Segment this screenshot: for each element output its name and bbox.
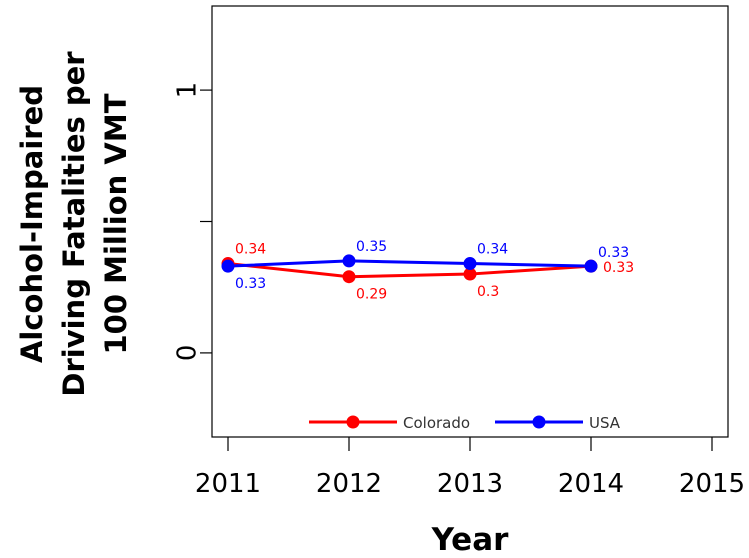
data-label-colorado: 0.3 bbox=[477, 284, 499, 300]
x-tick-label: 2014 bbox=[558, 469, 624, 499]
data-point-colorado bbox=[342, 270, 356, 284]
y-axis-title-line-1: Alcohol-Impaired bbox=[15, 85, 49, 363]
x-tick-label: 2015 bbox=[679, 469, 745, 499]
legend: Colorado USA bbox=[309, 414, 621, 432]
data-labels: 0.340.330.350.290.340.30.330.33 bbox=[235, 239, 634, 303]
legend-label-colorado: Colorado bbox=[403, 414, 470, 432]
axes: 2011 2012 2013 2014 2015 0 1 bbox=[173, 82, 746, 499]
series-points bbox=[221, 254, 598, 284]
legend-marker-usa bbox=[532, 415, 546, 429]
x-tick-label: 2013 bbox=[437, 469, 503, 499]
data-point-usa bbox=[342, 254, 356, 268]
y-tick-label: 1 bbox=[173, 82, 203, 99]
data-point-colorado bbox=[463, 267, 477, 281]
data-point-usa bbox=[221, 259, 235, 273]
x-axis-title: Year bbox=[431, 522, 510, 558]
legend-marker-colorado bbox=[346, 415, 360, 429]
series-line-usa bbox=[227, 259, 592, 268]
data-label-usa: 0.35 bbox=[356, 239, 387, 255]
data-label-usa: 0.34 bbox=[477, 242, 508, 258]
series-lines bbox=[227, 259, 592, 279]
y-axis-title-line-3: 100 Million VMT bbox=[99, 93, 133, 354]
plot-frame bbox=[211, 5, 729, 438]
data-label-usa: 0.33 bbox=[235, 276, 266, 292]
data-point-usa bbox=[584, 259, 598, 273]
y-axis-title-line-2: Driving Fatalities per bbox=[57, 51, 91, 397]
x-tick-label: 2012 bbox=[316, 469, 382, 499]
data-point-usa bbox=[463, 257, 477, 271]
legend-label-usa: USA bbox=[589, 414, 621, 432]
data-label-usa: 0.33 bbox=[598, 245, 629, 261]
data-label-colorado: 0.33 bbox=[603, 260, 634, 276]
x-tick-label: 2011 bbox=[195, 469, 261, 499]
data-label-colorado: 0.34 bbox=[235, 242, 266, 258]
data-label-colorado: 0.29 bbox=[356, 287, 387, 303]
y-tick-label: 0 bbox=[173, 345, 203, 362]
series-line-colorado bbox=[227, 262, 592, 279]
